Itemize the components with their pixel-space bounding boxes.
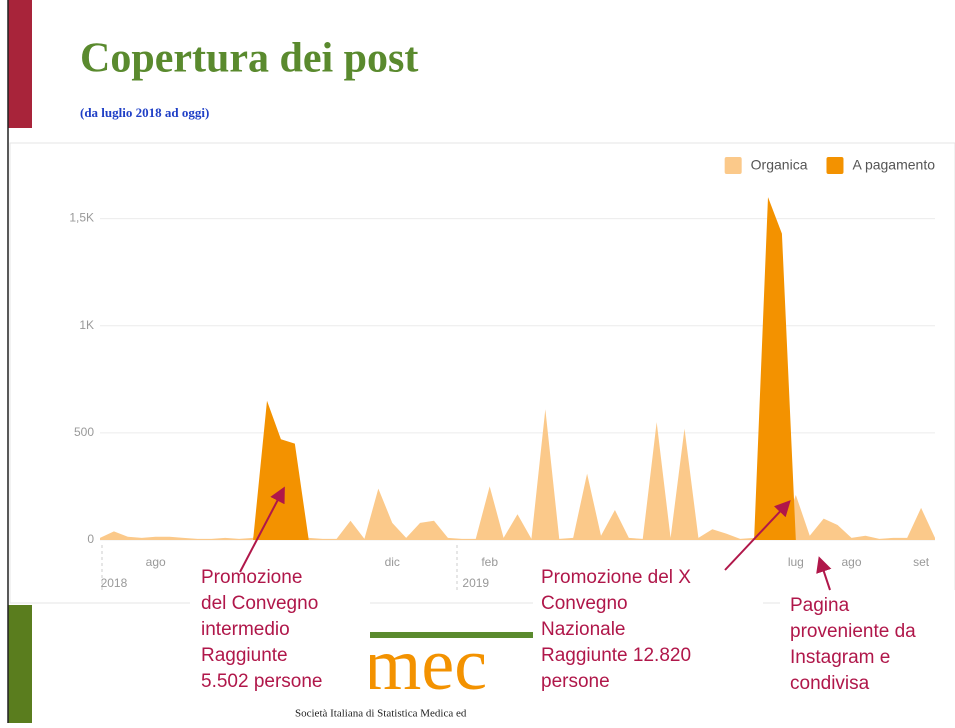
y-tick-label: 500 [74,425,94,439]
annotation-text: Nazionale [541,619,626,640]
annotation-text: Pagina [790,595,850,616]
chart: 0 500 1K 1,5K 2018 ago dic 2019 feb lug ago set A pa… [69,157,935,590]
subtitle: (da luglio 2018 ad oggi) [80,105,209,120]
annotation-text: Raggiunte [201,645,288,666]
area [100,197,935,540]
legend-label: Organica [751,157,808,173]
annotation-text: intermedio [201,619,290,640]
annotation-text: proveniente da [790,621,916,642]
annotation-text: Promozione [201,567,302,588]
annotation-arrow [239,486,285,573]
y-tick-label: 0 [87,532,94,546]
side-bar-bottom [8,605,32,723]
annotation-text: Raggiunte 12.820 [541,645,691,666]
x-tick-label: ago [146,555,166,569]
annotation-text: persone [541,671,610,692]
annotation-box [533,562,763,698]
legend-label: A pagamento [852,157,935,173]
annotation-arrow [724,500,791,571]
annotation-box [780,590,955,700]
title: Copertura dei post [80,36,418,82]
x-tick-label: dic [385,555,400,569]
legend-swatch [826,157,844,174]
x-tick-label: lug [788,555,804,569]
x-tick-label: ago [841,555,861,569]
annotation-box [190,562,370,698]
legend-swatch [724,157,742,174]
annotations: Promozione del Convegno intermedio Raggiunt… [190,486,955,700]
logo-caption: Società Italiana di Statistica Medica ed [295,708,467,720]
x-year-label: 2018 [101,576,128,590]
annotation-text: Convegno [541,593,628,614]
annotation-text: Instagram e [790,647,890,668]
side-bar-top [8,0,32,128]
x-tick-label: set [913,555,930,569]
x-tick-label: feb [481,555,498,569]
annotation-text: condivisa [790,673,870,694]
logo-bar [300,632,540,638]
annotation-text: del Convegno [201,593,318,614]
y-tick-label: 1K [79,318,94,332]
x-year-label: 2019 [462,576,489,590]
y-tick-label: 1,5K [69,211,94,225]
annotation-text: 5.502 persone [201,671,323,692]
annotation-arrow [816,556,832,591]
annotation-text: Promozione del X [541,567,691,588]
